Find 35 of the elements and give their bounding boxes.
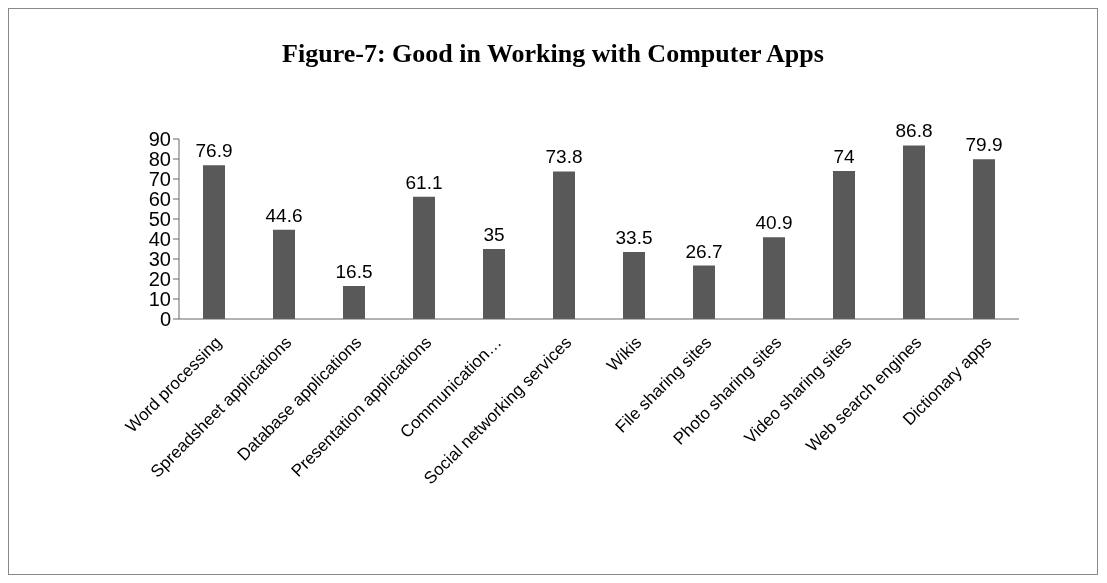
data-label: 44.6 [265,204,303,226]
data-label: 16.5 [335,261,373,282]
y-tick-label: 0 [159,308,171,331]
bar [553,171,575,319]
bar [763,237,785,319]
data-label: 26.7 [685,240,723,262]
bar [483,249,505,319]
bar [413,196,435,319]
bar [203,165,225,319]
data-label: 33.5 [615,227,653,248]
data-label: 35 [483,224,505,245]
bar [623,252,645,319]
bar [973,159,995,319]
data-label: 73.8 [545,146,583,168]
y-tick-label: 70 [148,168,171,191]
bar [343,286,365,319]
y-tick-label: 30 [148,248,171,271]
data-label: 79.9 [965,134,1003,156]
y-tick-label: 40 [148,228,171,251]
bar [693,265,715,319]
y-tick-label: 60 [148,188,171,211]
data-label: 86.8 [895,120,933,142]
chart-title: Figure-7: Good in Working with Computer Apps [281,39,825,69]
bar [273,229,295,319]
bar [833,171,855,319]
y-tick-label: 80 [148,148,171,171]
data-label: 61.1 [405,171,443,193]
data-label: 74 [833,146,855,167]
data-label: 76.9 [195,140,233,162]
y-tick-label: 10 [148,288,171,311]
y-tick-label: 20 [148,268,171,291]
bar [903,145,925,319]
y-tick-label: 90 [148,128,171,151]
y-tick-label: 50 [148,208,171,231]
data-label: 40.9 [755,212,793,234]
